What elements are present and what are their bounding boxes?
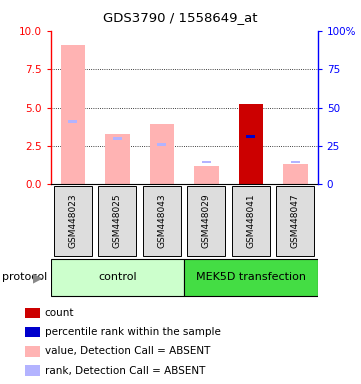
FancyBboxPatch shape — [143, 186, 181, 256]
Bar — [113, 137, 122, 140]
Bar — [105, 134, 130, 184]
FancyBboxPatch shape — [99, 186, 136, 256]
Text: rank, Detection Call = ABSENT: rank, Detection Call = ABSENT — [45, 366, 205, 376]
FancyBboxPatch shape — [187, 186, 225, 256]
Bar — [291, 161, 300, 164]
Text: GSM448025: GSM448025 — [113, 193, 122, 248]
Bar — [25, 327, 40, 338]
Bar — [239, 104, 263, 184]
Text: protocol: protocol — [2, 272, 47, 283]
Text: value, Detection Call = ABSENT: value, Detection Call = ABSENT — [45, 346, 210, 356]
Bar — [283, 164, 308, 184]
Bar — [25, 365, 40, 376]
Bar — [61, 45, 85, 184]
Bar — [202, 161, 211, 164]
Text: percentile rank within the sample: percentile rank within the sample — [45, 327, 221, 337]
FancyBboxPatch shape — [232, 186, 270, 256]
Bar — [184, 259, 318, 296]
Bar — [68, 120, 77, 123]
Text: count: count — [45, 308, 74, 318]
Bar — [25, 308, 40, 318]
FancyBboxPatch shape — [277, 186, 314, 256]
Bar — [247, 135, 255, 138]
Bar — [157, 143, 166, 146]
Text: GSM448029: GSM448029 — [202, 193, 211, 248]
Bar — [194, 166, 219, 184]
Bar — [149, 124, 174, 184]
Text: GSM448041: GSM448041 — [247, 193, 255, 248]
Bar — [51, 259, 184, 296]
Text: GDS3790 / 1558649_at: GDS3790 / 1558649_at — [103, 12, 258, 25]
Text: MEK5D transfection: MEK5D transfection — [196, 272, 306, 283]
Text: GSM448047: GSM448047 — [291, 193, 300, 248]
Text: GSM448043: GSM448043 — [157, 193, 166, 248]
Text: control: control — [98, 272, 136, 283]
Text: GSM448023: GSM448023 — [68, 193, 77, 248]
FancyBboxPatch shape — [54, 186, 92, 256]
Bar — [25, 346, 40, 357]
Text: ▶: ▶ — [33, 271, 43, 284]
